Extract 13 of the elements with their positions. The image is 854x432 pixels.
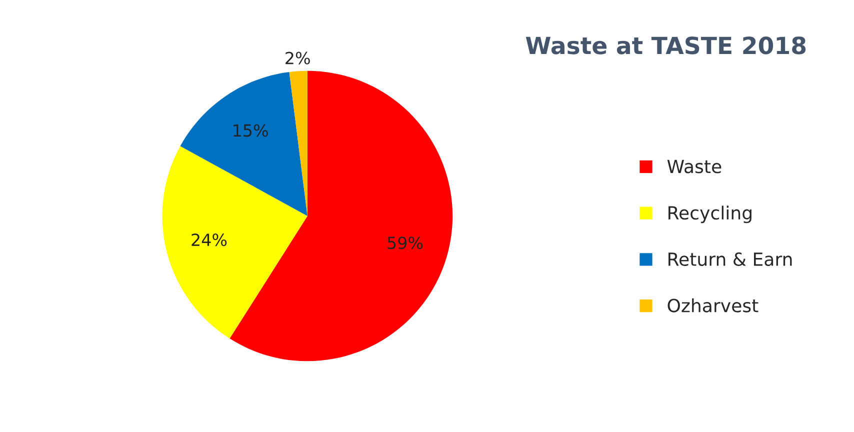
pie-slice <box>162 146 308 339</box>
legend-label: Ozharvest <box>668 298 758 312</box>
pie-slice <box>180 72 308 216</box>
pie-slice <box>230 70 453 362</box>
data-label: 24% <box>192 234 227 246</box>
data-label: 2% <box>286 52 310 64</box>
legend-label: Return & Earn <box>668 252 792 266</box>
pie-slice <box>289 70 308 216</box>
data-label: 59% <box>388 236 423 250</box>
legend-label: Waste <box>667 160 722 174</box>
chart-title: Waste at TASTE 2018 <box>526 36 806 54</box>
legend-label: Recycling <box>668 206 752 224</box>
data-label: 15% <box>234 124 268 137</box>
